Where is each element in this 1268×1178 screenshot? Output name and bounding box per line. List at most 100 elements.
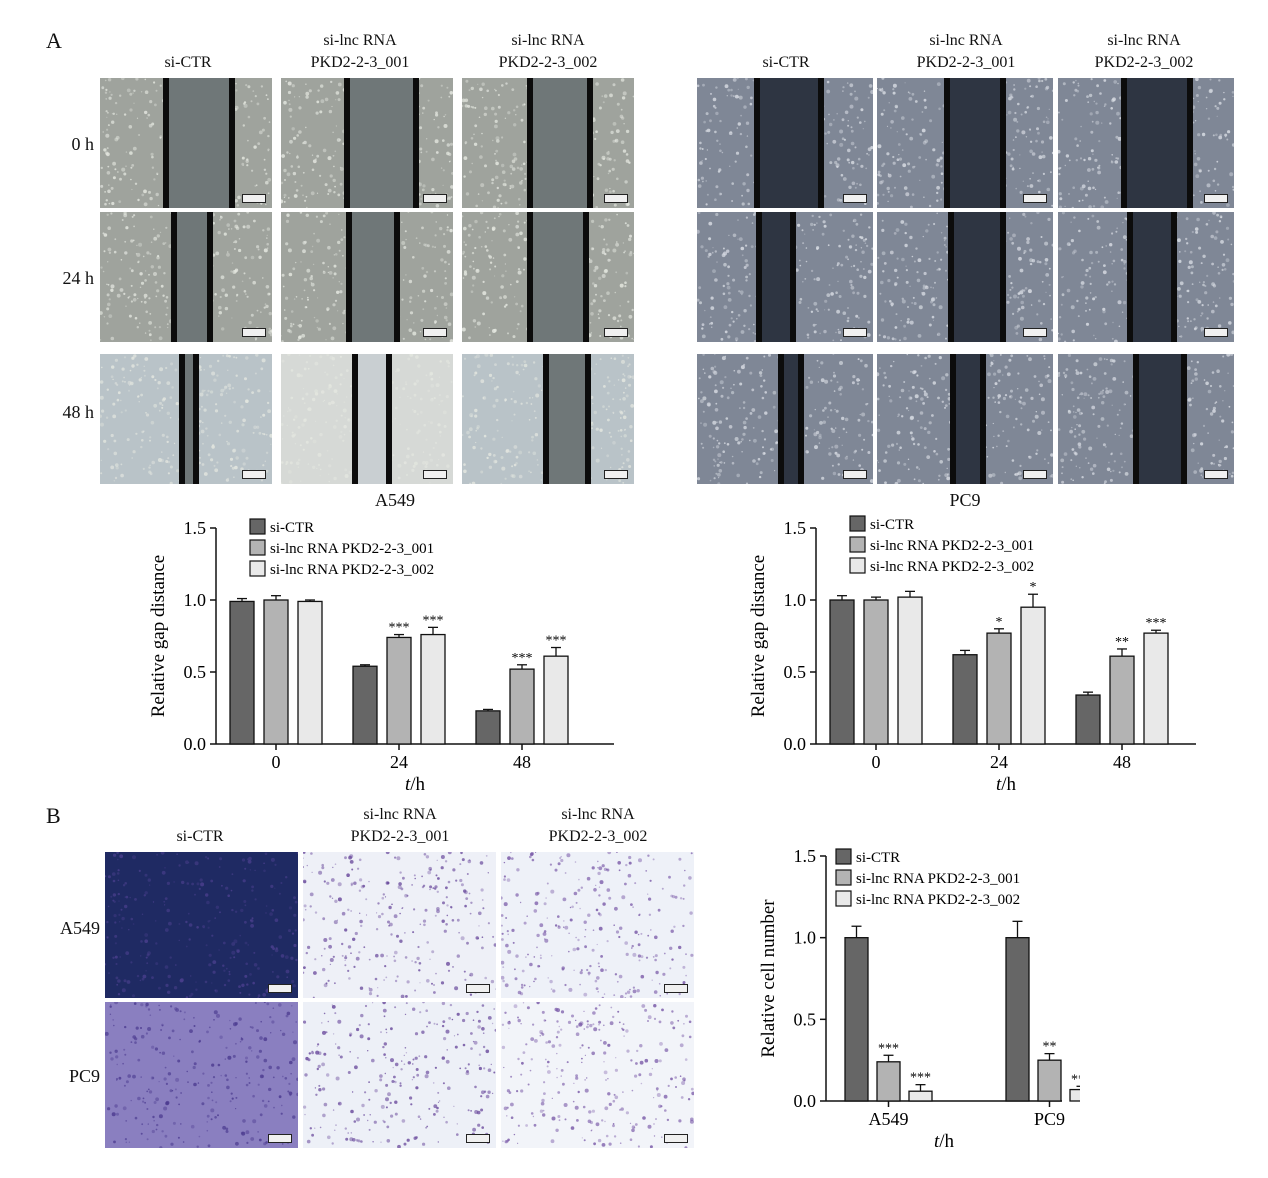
x-tick-label: 48 xyxy=(1113,752,1131,772)
significance-label: ** xyxy=(1043,1040,1057,1055)
bar xyxy=(386,636,412,745)
pc9-wound-48h-col1 xyxy=(697,354,873,484)
cell-line-label-a549: A549 xyxy=(375,490,415,510)
transwell-pc9-col1 xyxy=(105,1002,298,1148)
legend-label: si-lnc RNA PKD2-2-3_002 xyxy=(870,559,1034,575)
legend-swatch xyxy=(249,539,266,556)
y-tick-label: 1.5 xyxy=(184,518,207,538)
bar xyxy=(986,632,1012,745)
transwell-header-si-ctr: si-CTR xyxy=(176,828,224,845)
chart-a549-gap-distance: 0.0 0.5 1.0 1.5 Relative gap distance 0 24 *** *… xyxy=(148,518,614,795)
transwell-a549-col3 xyxy=(501,852,694,998)
y-tick-label: 1.5 xyxy=(794,846,817,866)
bar xyxy=(543,655,569,745)
bar xyxy=(509,668,535,745)
bar xyxy=(1037,1059,1062,1102)
significance-label: *** xyxy=(1146,616,1167,631)
bar xyxy=(297,600,323,745)
transwell-row-label-a549: A549 xyxy=(60,918,100,938)
y-tick-label: 0.5 xyxy=(784,662,807,682)
y-tick-label: 1.0 xyxy=(784,590,807,610)
a549-wound-48h-col2 xyxy=(281,354,453,484)
pc9-wound-48h-col2 xyxy=(877,354,1053,484)
transwell-pc9-col3 xyxy=(501,1002,694,1148)
a549-wound-0h-col2 xyxy=(281,78,453,208)
a549-wound-0h-col1 xyxy=(100,78,272,208)
bar xyxy=(352,665,378,745)
y-tick-label: 1.5 xyxy=(784,518,807,538)
y-axis-label: Relative gap distance xyxy=(748,555,769,718)
pc9-header-si-lnc-002: si-lnc RNA PKD2-2-3_002 xyxy=(1094,32,1194,71)
legend-swatch xyxy=(249,560,266,577)
panel-letter-a: A xyxy=(46,28,62,53)
legend-swatch xyxy=(849,536,866,553)
x-tick-label: 24 xyxy=(990,752,1008,772)
x-tick-label: 24 xyxy=(390,752,408,772)
legend-swatch xyxy=(849,557,866,574)
legend-swatch xyxy=(849,515,866,532)
significance-label: *** xyxy=(512,651,533,666)
bar xyxy=(844,937,869,1102)
x-axis-label: t/h xyxy=(934,1131,955,1152)
a549-wound-24h-col2 xyxy=(281,212,453,342)
bar xyxy=(1069,1088,1080,1102)
bar xyxy=(263,599,289,745)
x-tick-label: 0 xyxy=(272,752,281,772)
bar xyxy=(1020,606,1046,745)
x-tick-label: A549 xyxy=(869,1109,909,1129)
legend-label: si-lnc RNA PKD2-2-3_001 xyxy=(856,871,1020,887)
bar xyxy=(863,599,889,745)
bar xyxy=(829,599,855,745)
row-label-0h: 0 h xyxy=(71,134,95,154)
pc9-wound-0h-col3 xyxy=(1058,78,1234,208)
y-tick-label: 0.5 xyxy=(794,1009,817,1029)
panel-letter-b: B xyxy=(46,803,61,828)
pc9-wound-0h-col1 xyxy=(697,78,873,208)
x-axis-label: t/h xyxy=(405,774,426,795)
legend-label: si-CTR xyxy=(270,520,314,536)
y-tick-label: 0.0 xyxy=(184,734,207,754)
pc9-wound-48h-col3 xyxy=(1058,354,1234,484)
significance-label: ** xyxy=(1115,635,1129,650)
legend-label: si-CTR xyxy=(856,850,900,866)
legend-label: si-lnc RNA PKD2-2-3_001 xyxy=(270,541,434,557)
pc9-wound-0h-col2 xyxy=(877,78,1053,208)
bar xyxy=(1143,632,1169,745)
legend-label: si-lnc RNA PKD2-2-3_002 xyxy=(270,562,434,578)
y-tick-label: 1.0 xyxy=(184,590,207,610)
significance-label: * xyxy=(996,615,1003,630)
legend-label: si-lnc RNA PKD2-2-3_001 xyxy=(870,538,1034,554)
a549-header-si-ctr: si-CTR xyxy=(164,54,212,71)
significance-label: *** xyxy=(546,634,567,649)
legend-swatch xyxy=(835,869,852,886)
transwell-a549-col2 xyxy=(303,852,496,998)
significance-label: *** xyxy=(1071,1072,1080,1087)
significance-label: *** xyxy=(910,1071,931,1086)
transwell-header-si-lnc-001: si-lnc RNA PKD2-2-3_001 xyxy=(350,806,450,845)
significance-label: *** xyxy=(878,1041,899,1056)
a549-wound-24h-col1 xyxy=(100,212,272,342)
transwell-a549-col1 xyxy=(105,852,298,998)
transwell-header-si-lnc-002: si-lnc RNA PKD2-2-3_002 xyxy=(548,806,648,845)
significance-label: * xyxy=(1030,580,1037,595)
cell-line-label-pc9: PC9 xyxy=(949,490,981,510)
significance-label: *** xyxy=(423,613,444,628)
a549-wound-0h-col3 xyxy=(462,78,634,208)
bar xyxy=(908,1090,933,1102)
bar xyxy=(475,710,501,745)
pc9-wound-24h-col3 xyxy=(1058,212,1234,342)
x-tick-label: 48 xyxy=(513,752,531,772)
bar xyxy=(876,1061,901,1102)
significance-label: *** xyxy=(389,621,410,636)
row-label-24h: 24 h xyxy=(62,268,95,288)
bar xyxy=(229,600,255,745)
y-tick-label: 0.5 xyxy=(184,662,207,682)
y-tick-label: 0.0 xyxy=(794,1091,817,1111)
a549-header-si-lnc-002: si-lnc RNA PKD2-2-3_002 xyxy=(498,32,598,71)
legend-swatch xyxy=(249,518,266,535)
pc9-header-si-lnc-001: si-lnc RNA PKD2-2-3_001 xyxy=(916,32,1016,71)
legend-swatch xyxy=(835,848,852,865)
bar xyxy=(1005,937,1030,1102)
